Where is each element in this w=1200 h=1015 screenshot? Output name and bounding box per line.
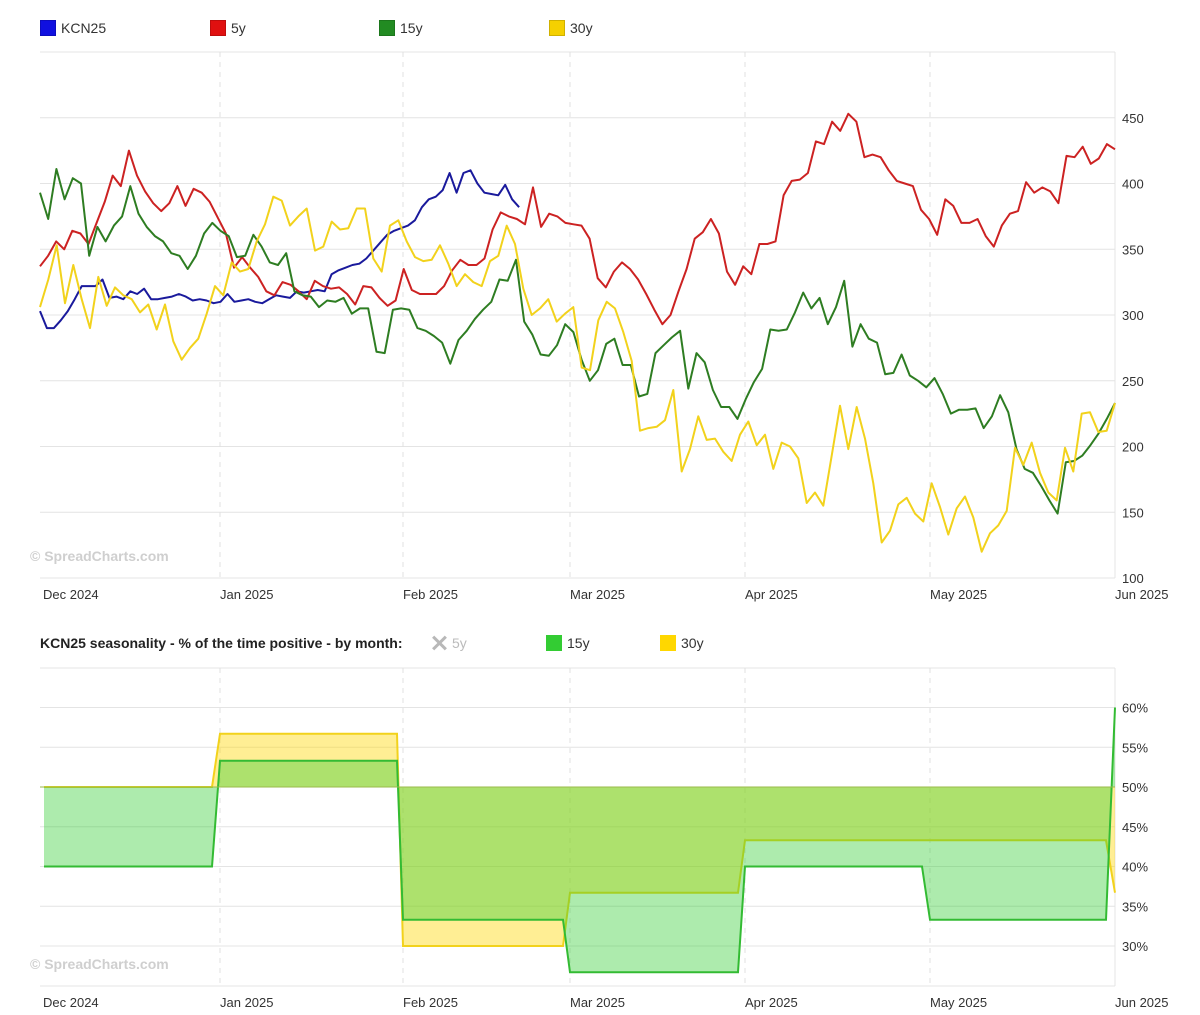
y-tick-label: 150	[1122, 505, 1144, 520]
x2-tick-label: Jan 2025	[220, 995, 274, 1010]
y-tick-label: 450	[1122, 111, 1144, 126]
x-tick-label: Feb 2025	[403, 587, 458, 602]
legend-swatch-kcn25	[40, 20, 56, 36]
x2-tick-label: Feb 2025	[403, 995, 458, 1010]
x-tick-label: Jun 2025	[1115, 587, 1169, 602]
legend2-label-30y: 30y	[681, 635, 704, 651]
seasonality-legend: KCN25 seasonality - % of the time positi…	[0, 635, 1200, 655]
price-line-chart: © SpreadCharts.com 100 150 200 250 300 350 400…	[30, 51, 1169, 602]
x2-tick-label: May 2025	[930, 995, 987, 1010]
legend-label-15y: 15y	[400, 20, 423, 36]
legend2-item-15y[interactable]: 15y	[546, 635, 590, 651]
legend-swatch-15y	[379, 20, 395, 36]
x-tick-label: Mar 2025	[570, 587, 625, 602]
x2-tick-label: Apr 2025	[745, 995, 798, 1010]
legend-label-30y: 30y	[570, 20, 593, 36]
top-legend: KCN25 5y 15y 30y	[0, 20, 1200, 40]
legend-item-kcn25[interactable]: KCN25	[40, 20, 106, 36]
bottom-series	[40, 707, 1116, 974]
top-grid	[40, 51, 1116, 579]
y2-tick-label: 35%	[1122, 899, 1148, 914]
legend-swatch-30y	[549, 20, 565, 36]
y-tick-label: 200	[1122, 440, 1144, 455]
legend-label-5y: 5y	[231, 20, 246, 36]
area-fill-15y	[44, 707, 1115, 973]
series-line-kcn25	[39, 169, 520, 330]
y2-tick-label: 40%	[1122, 860, 1148, 875]
legend-item-15y[interactable]: 15y	[379, 20, 423, 36]
y2-tick-label: 60%	[1122, 701, 1148, 716]
legend-item-30y[interactable]: 30y	[549, 20, 593, 36]
x-tick-label: Dec 2024	[43, 587, 99, 602]
legend2-swatch-30y	[660, 635, 676, 651]
legend2-item-30y[interactable]: 30y	[660, 635, 704, 651]
area-line-15y	[44, 707, 1116, 974]
x-tick-label: May 2025	[930, 587, 987, 602]
disabled-x-icon	[431, 635, 447, 651]
y-tick-label: 350	[1122, 242, 1144, 257]
x-tick-label: Jan 2025	[220, 587, 274, 602]
y-tick-label: 300	[1122, 308, 1144, 323]
series-line-15y	[39, 168, 1116, 515]
y2-tick-label: 45%	[1122, 820, 1148, 835]
series-line-5y	[39, 112, 1116, 326]
y2-tick-label: 55%	[1122, 740, 1148, 755]
legend-item-5y[interactable]: 5y	[210, 20, 246, 36]
x2-tick-label: Jun 2025	[1115, 995, 1169, 1010]
top-axis-ticks: 100 150 200 250 300 350 400 450 Dec 2024 Jan 2025…	[43, 111, 1169, 602]
seasonality-title: KCN25 seasonality - % of the time positi…	[40, 635, 403, 651]
bottom-axis-ticks: 30% 35% 40% 45% 50% 55% 60% Dec 2024 Jan 2025 Feb…	[43, 701, 1169, 1011]
legend-swatch-5y	[210, 20, 226, 36]
seasonality-area-chart: © SpreadCharts.com 30% 35% 40% 45% 50% 55% 60%…	[30, 667, 1169, 1011]
x2-tick-label: Mar 2025	[570, 995, 625, 1010]
legend-label-kcn25: KCN25	[61, 20, 107, 36]
watermark-bottom: © SpreadCharts.com	[30, 956, 169, 972]
legend2-item-5y[interactable]: 5y	[431, 635, 467, 651]
series-line-30y	[39, 195, 1116, 553]
x2-tick-label: Dec 2024	[43, 995, 99, 1010]
y-tick-label: 400	[1122, 177, 1144, 192]
watermark-top: © SpreadCharts.com	[30, 548, 169, 564]
legend2-label-5y: 5y	[452, 635, 467, 651]
legend2-swatch-15y	[546, 635, 562, 651]
y2-tick-label: 30%	[1122, 939, 1148, 954]
y2-tick-label: 50%	[1122, 780, 1148, 795]
x-tick-label: Apr 2025	[745, 587, 798, 602]
y-tick-label: 250	[1122, 374, 1144, 389]
area-line-30y	[44, 732, 1116, 947]
y-tick-label: 100	[1122, 571, 1144, 586]
top-series	[39, 112, 1116, 553]
legend2-label-15y: 15y	[567, 635, 590, 651]
bottom-grid	[40, 667, 1116, 987]
